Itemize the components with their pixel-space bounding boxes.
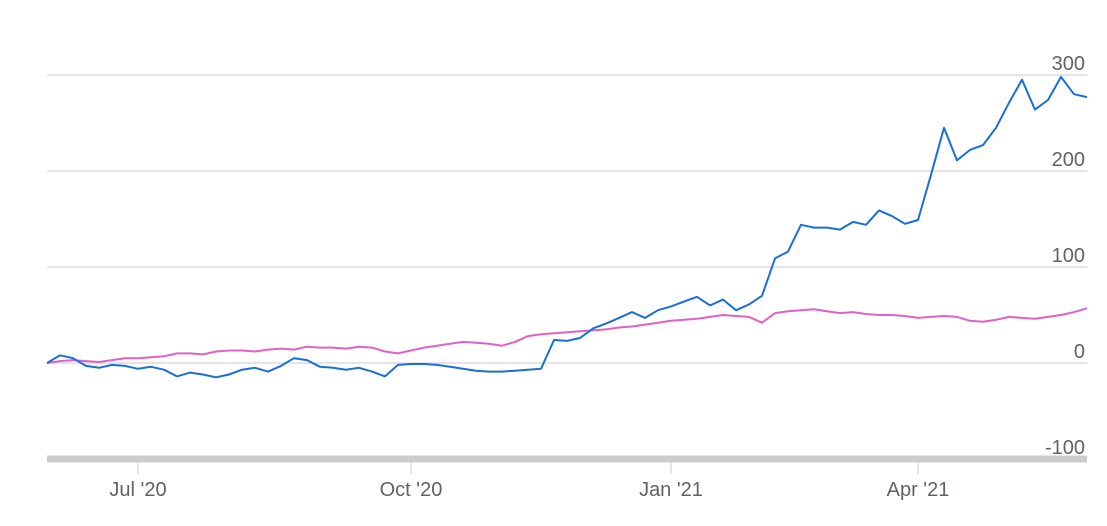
series-line	[46, 75, 1088, 379]
y-tick-label: 300	[1052, 53, 1085, 75]
y-tick-label: -100	[1045, 437, 1085, 459]
x-tick-label: Oct '20	[380, 479, 443, 501]
x-tick-label: Apr '21	[887, 479, 950, 501]
series-line	[46, 307, 1088, 364]
x-tick-label: Jul '20	[109, 479, 166, 501]
y-tick-label: 200	[1052, 149, 1085, 171]
x-tick-label: Jan '21	[639, 479, 703, 501]
y-tick-label: 0	[1074, 341, 1085, 363]
y-tick-label: 100	[1052, 245, 1085, 267]
